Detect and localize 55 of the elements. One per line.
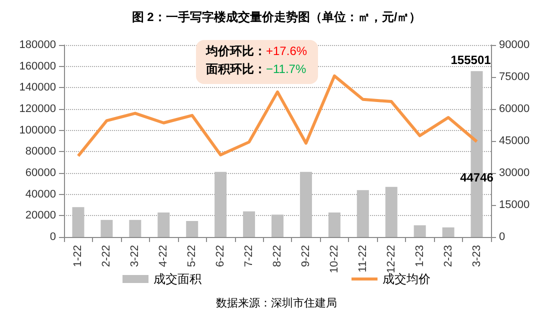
x-tick-label: 11-22 <box>356 245 369 272</box>
bar <box>129 220 142 237</box>
x-tick-label: 2-22 <box>100 245 113 268</box>
y2-tick-label: 15000 <box>499 199 530 211</box>
bar <box>442 227 454 237</box>
bar <box>414 225 426 237</box>
x-tick-label: 4-22 <box>158 245 170 268</box>
bar <box>356 190 369 237</box>
x-tick-label: 8-22 <box>272 245 284 268</box>
x-tick-label: 7-22 <box>243 245 256 268</box>
y-tick-label: 180000 <box>19 39 56 51</box>
bar <box>72 207 84 237</box>
bar <box>385 186 398 237</box>
x-tick-label: 10-22 <box>328 245 340 274</box>
source-note: 数据来源：深圳市住建局 <box>216 296 337 310</box>
y-tick-label: 80000 <box>25 146 56 158</box>
bar <box>300 172 312 237</box>
y-tick-label: 100000 <box>19 124 56 136</box>
x-tick-label: 9-22 <box>300 245 312 268</box>
y2-tick-label: 45000 <box>499 135 530 147</box>
chart-title: 图 2：一手写字楼成交量价走势图（单位：㎡，元/㎡） <box>132 10 422 24</box>
x-tick-label: 3-23 <box>470 245 483 268</box>
data-label: 44746 <box>460 170 494 185</box>
legend-label: 成交均价 <box>382 272 430 286</box>
data-label: 155501 <box>450 53 492 68</box>
bar <box>158 212 170 237</box>
x-tick-label: 6-22 <box>214 245 227 268</box>
y-tick-label: 20000 <box>25 210 56 222</box>
y-tick-label: 40000 <box>25 188 56 200</box>
x-tick-label: 1-22 <box>72 245 84 268</box>
y-tick-label: 0 <box>50 231 56 243</box>
y-tick-label: 60000 <box>25 167 56 179</box>
y-tick-label: 160000 <box>19 60 56 72</box>
y2-tick-label: 75000 <box>499 71 530 83</box>
y-tick-label: 120000 <box>19 103 56 115</box>
bar <box>272 214 284 237</box>
x-tick-label: 12-22 <box>385 245 398 274</box>
y2-tick-label: 60000 <box>499 103 530 115</box>
bar <box>214 172 227 237</box>
bar <box>186 221 198 237</box>
y2-tick-label: 30000 <box>499 167 530 179</box>
legend-label: 成交面积 <box>154 272 202 286</box>
y2-tick-label: 90000 <box>499 39 530 51</box>
y2-tick-label: 0 <box>499 231 506 243</box>
line-series <box>76 74 478 158</box>
y-tick-label: 140000 <box>19 82 56 94</box>
annotation: 面积环比：−11.7% <box>205 62 306 76</box>
x-tick-label: 2-23 <box>442 245 454 268</box>
x-tick-label: 1-23 <box>414 245 426 268</box>
bar <box>243 211 256 237</box>
annotation: 均价环比：+17.6% <box>205 44 308 58</box>
x-tick-label: 5-22 <box>186 245 198 268</box>
x-tick-label: 3-22 <box>129 245 142 268</box>
bar <box>100 220 113 237</box>
bar <box>328 212 340 237</box>
